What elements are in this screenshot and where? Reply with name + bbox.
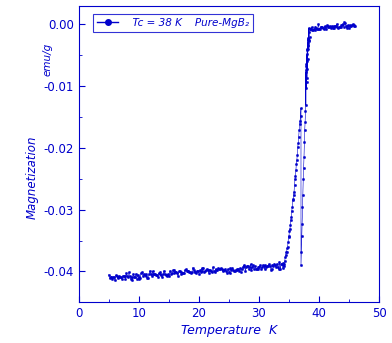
Legend:   Tc = 38 K    Pure-MgB₂: Tc = 38 K Pure-MgB₂ (93, 14, 254, 32)
X-axis label: Temperature  K: Temperature K (181, 324, 277, 338)
Text: Magnetization: Magnetization (26, 136, 39, 220)
Text: emu/g: emu/g (42, 43, 52, 75)
